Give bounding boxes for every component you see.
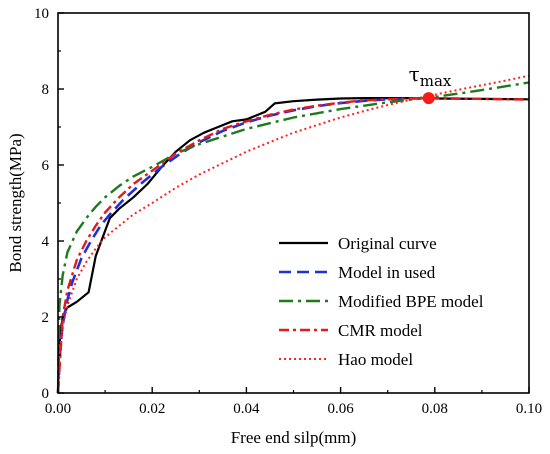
x-axis-title: Free end silp(mm) (231, 428, 357, 447)
tau-max-label: τmax (409, 62, 452, 90)
y-axis-title: Bond strength(MPa) (6, 133, 25, 272)
series-layer (56, 74, 530, 394)
series-line-4 (56, 96, 530, 394)
y-tick-label: 10 (34, 6, 49, 22)
y-tick-label: 6 (42, 158, 50, 174)
legend-label-3: Modified BPE model (338, 292, 484, 311)
x-tick-label: 0.00 (45, 401, 71, 417)
series-line-1 (56, 96, 530, 394)
legend: Original curve Model in used Modified BPE … (279, 234, 484, 369)
axes-layer (57, 12, 530, 394)
x-tick-label: 0.10 (516, 401, 542, 417)
y-tick-label: 8 (42, 82, 50, 98)
legend-label-2: Model in used (338, 263, 436, 282)
legend-label-1: Original curve (338, 234, 437, 253)
series-line-5 (57, 74, 530, 394)
series-line-3 (56, 81, 530, 394)
legend-label-5: Hao model (338, 350, 413, 369)
x-tick-label: 0.08 (422, 401, 448, 417)
series-line-2 (56, 96, 429, 394)
y-tick-label: 0 (42, 386, 50, 402)
plot-frame (57, 12, 530, 394)
x-tick-label: 0.02 (139, 401, 165, 417)
tau-max-marker (422, 92, 435, 105)
y-tick-label: 4 (42, 234, 50, 250)
y-tick-label: 2 (42, 310, 50, 326)
x-tick-label: 0.06 (327, 401, 354, 417)
legend-label-4: CMR model (338, 321, 423, 340)
ticks-layer: 0.00 0.02 0.04 0.06 0.08 0.10 0 2 4 6 8 10 (34, 6, 542, 417)
x-tick-label: 0.04 (233, 401, 260, 417)
